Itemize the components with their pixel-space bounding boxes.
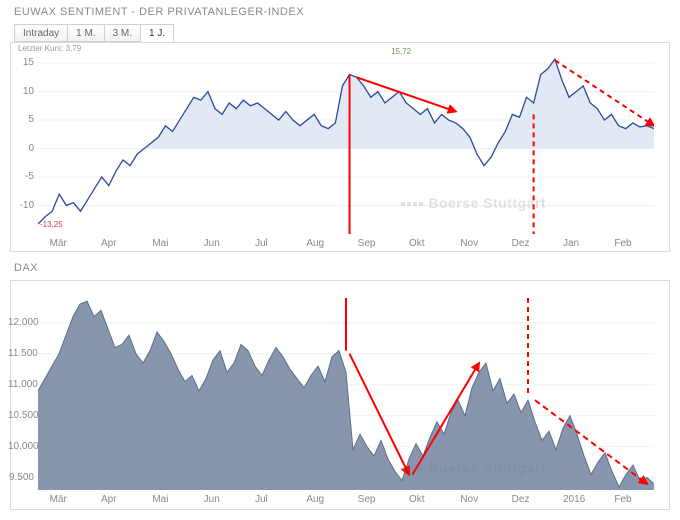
euwax-sentiment-chart bbox=[38, 46, 654, 234]
x-tick: Aug bbox=[306, 238, 324, 249]
y-tick: 5 bbox=[8, 114, 34, 125]
tab-intraday[interactable]: Intraday bbox=[14, 24, 68, 42]
x-tick: Feb bbox=[614, 238, 631, 249]
x-tick: Jul bbox=[255, 238, 268, 249]
x-tick: Mär bbox=[50, 494, 67, 505]
dax-chart bbox=[38, 298, 654, 490]
tab-1y[interactable]: 1 J. bbox=[140, 24, 174, 42]
x-tick: Mär bbox=[50, 238, 67, 249]
page-title: EUWAX SENTIMENT - DER PRIVATANLEGER-INDE… bbox=[14, 6, 304, 18]
y-tick: 10.000 bbox=[8, 441, 34, 452]
tab-3m[interactable]: 3 M. bbox=[104, 24, 141, 42]
range-tabs: Intraday 1 M. 3 M. 1 J. bbox=[14, 24, 173, 42]
peak-value-marker: 15,72 bbox=[391, 47, 411, 56]
x-tick: Jun bbox=[204, 494, 220, 505]
x-tick: Aug bbox=[306, 494, 324, 505]
x-tick: Jan bbox=[563, 238, 579, 249]
x-tick: Feb bbox=[614, 494, 631, 505]
x-tick: Jun bbox=[204, 238, 220, 249]
y-tick: 11.000 bbox=[8, 379, 34, 390]
x-tick: Mai bbox=[152, 238, 168, 249]
tab-1m[interactable]: 1 M. bbox=[67, 24, 104, 42]
x-tick: Okt bbox=[409, 238, 425, 249]
y-tick: -10 bbox=[8, 200, 34, 211]
x-tick: Sep bbox=[358, 238, 376, 249]
x-tick: 2016 bbox=[563, 494, 585, 505]
y-tick: -5 bbox=[8, 171, 34, 182]
y-tick: 10 bbox=[8, 86, 34, 97]
x-tick: Sep bbox=[358, 494, 376, 505]
y-tick: 15 bbox=[8, 57, 34, 68]
y-tick: 10.500 bbox=[8, 410, 34, 421]
x-tick: Nov bbox=[460, 238, 478, 249]
y-tick: 11.500 bbox=[8, 348, 34, 359]
y-tick: 0 bbox=[8, 143, 34, 154]
x-tick: Dez bbox=[512, 494, 530, 505]
dax-title: DAX bbox=[14, 262, 38, 274]
x-tick: Okt bbox=[409, 494, 425, 505]
start-value-marker: -13,25 bbox=[40, 220, 63, 229]
x-tick: Nov bbox=[460, 494, 478, 505]
x-tick: Apr bbox=[101, 238, 117, 249]
x-tick: Apr bbox=[101, 494, 117, 505]
y-tick: 12.000 bbox=[8, 317, 34, 328]
x-tick: Mai bbox=[152, 494, 168, 505]
y-tick: 9.500 bbox=[8, 472, 34, 483]
x-tick: Dez bbox=[512, 238, 530, 249]
x-tick: Jul bbox=[255, 494, 268, 505]
